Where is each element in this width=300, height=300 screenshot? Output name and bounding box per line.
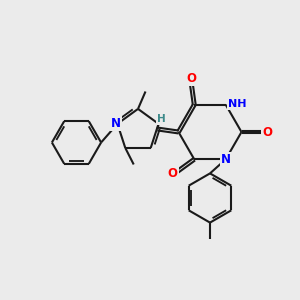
Text: H: H bbox=[157, 114, 166, 124]
Text: O: O bbox=[262, 125, 272, 139]
Text: O: O bbox=[186, 72, 196, 86]
Text: N: N bbox=[221, 153, 231, 166]
Text: O: O bbox=[168, 167, 178, 181]
Text: NH: NH bbox=[228, 99, 246, 109]
Text: N: N bbox=[111, 117, 121, 130]
